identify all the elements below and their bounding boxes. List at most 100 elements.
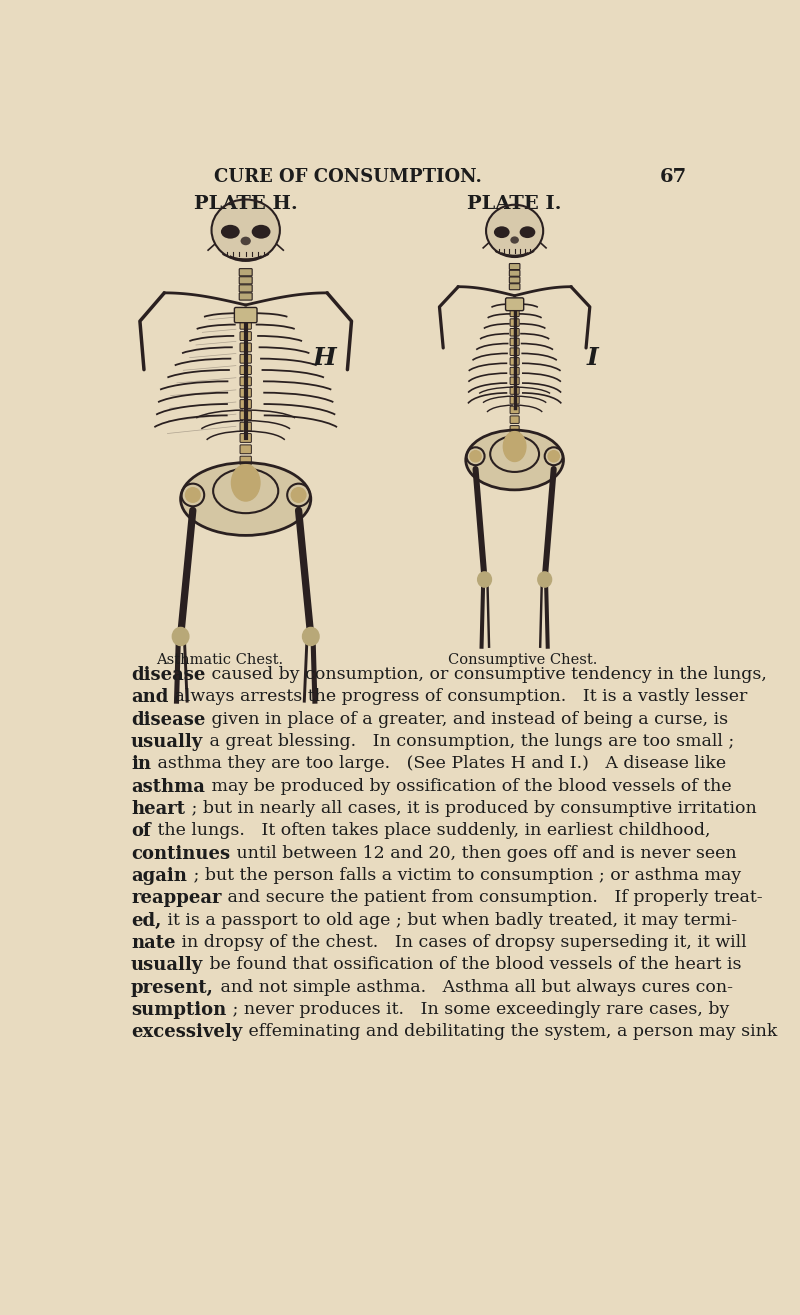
Ellipse shape xyxy=(173,627,189,646)
FancyBboxPatch shape xyxy=(240,456,251,466)
FancyBboxPatch shape xyxy=(510,338,519,346)
Text: a great blessing.   In consumption, the lungs are too small ;: a great blessing. In consumption, the lu… xyxy=(204,732,734,750)
Ellipse shape xyxy=(538,572,551,586)
FancyBboxPatch shape xyxy=(239,285,252,292)
Ellipse shape xyxy=(211,200,280,260)
FancyBboxPatch shape xyxy=(240,434,251,442)
FancyBboxPatch shape xyxy=(510,367,519,375)
Text: nate: nate xyxy=(131,934,175,952)
Ellipse shape xyxy=(466,430,563,490)
FancyBboxPatch shape xyxy=(240,366,251,375)
Text: ; but in nearly all cases, it is produced by consumptive irritation: ; but in nearly all cases, it is produce… xyxy=(186,800,757,817)
FancyBboxPatch shape xyxy=(239,293,252,300)
Text: in: in xyxy=(131,755,151,773)
FancyBboxPatch shape xyxy=(510,300,519,306)
FancyBboxPatch shape xyxy=(234,308,257,322)
Text: PLATE I.: PLATE I. xyxy=(467,195,562,213)
Text: always arrests the progress of consumption.   It is a vastly lesser: always arrests the progress of consumpti… xyxy=(169,688,747,705)
Text: ; but the person falls a victim to consumption ; or asthma may: ; but the person falls a victim to consu… xyxy=(188,867,741,884)
Ellipse shape xyxy=(503,431,526,462)
FancyBboxPatch shape xyxy=(240,400,251,409)
FancyBboxPatch shape xyxy=(240,309,251,318)
Ellipse shape xyxy=(291,488,306,502)
Text: given in place of a greater, and instead of being a curse, is: given in place of a greater, and instead… xyxy=(206,710,728,727)
FancyBboxPatch shape xyxy=(510,318,519,326)
Ellipse shape xyxy=(302,627,319,646)
Text: Asthmatic Chest.: Asthmatic Chest. xyxy=(157,654,284,667)
Text: sumption: sumption xyxy=(131,1001,226,1019)
FancyBboxPatch shape xyxy=(510,387,519,394)
Ellipse shape xyxy=(510,237,519,243)
FancyBboxPatch shape xyxy=(239,268,252,276)
FancyBboxPatch shape xyxy=(510,309,519,317)
FancyBboxPatch shape xyxy=(510,426,519,433)
Text: present,: present, xyxy=(131,978,214,997)
Text: the lungs.   It often takes place suddenly, in earliest childhood,: the lungs. It often takes place suddenly… xyxy=(151,822,710,839)
FancyBboxPatch shape xyxy=(510,271,520,276)
Text: caused by consumption, or consumptive tendency in the lungs,: caused by consumption, or consumptive te… xyxy=(206,665,767,682)
Text: asthma: asthma xyxy=(131,777,205,796)
Ellipse shape xyxy=(231,464,260,501)
Text: usually: usually xyxy=(131,732,203,751)
FancyBboxPatch shape xyxy=(240,354,251,363)
Text: Consumptive Chest.: Consumptive Chest. xyxy=(448,654,597,667)
Text: again: again xyxy=(131,867,187,885)
Ellipse shape xyxy=(520,226,535,238)
Text: effeminating and debilitating the system, a person may sink: effeminating and debilitating the system… xyxy=(243,1023,778,1040)
FancyBboxPatch shape xyxy=(240,388,251,397)
Text: may be produced by ossification of the blood vessels of the: may be produced by ossification of the b… xyxy=(206,777,731,794)
Text: excessively: excessively xyxy=(131,1023,242,1041)
FancyBboxPatch shape xyxy=(510,329,519,337)
Ellipse shape xyxy=(221,225,240,238)
FancyBboxPatch shape xyxy=(240,410,251,419)
Text: of: of xyxy=(131,822,150,840)
Ellipse shape xyxy=(470,451,481,462)
Text: heart: heart xyxy=(131,800,185,818)
FancyBboxPatch shape xyxy=(510,284,520,289)
FancyBboxPatch shape xyxy=(510,435,519,443)
Text: ed,: ed, xyxy=(131,911,162,930)
Text: I: I xyxy=(586,346,598,370)
FancyBboxPatch shape xyxy=(240,343,251,352)
Ellipse shape xyxy=(478,572,491,586)
Text: ; never produces it.   In some exceedingly rare cases, by: ; never produces it. In some exceedingly… xyxy=(227,1001,730,1018)
Text: usually: usually xyxy=(131,956,203,974)
FancyBboxPatch shape xyxy=(510,406,519,414)
Ellipse shape xyxy=(252,225,270,238)
FancyBboxPatch shape xyxy=(506,299,524,310)
Text: until between 12 and 20, then goes off and is never seen: until between 12 and 20, then goes off a… xyxy=(231,844,737,861)
Text: H: H xyxy=(313,346,337,370)
Text: disease: disease xyxy=(131,710,206,729)
FancyBboxPatch shape xyxy=(240,479,251,488)
Text: it is a passport to old age ; but when badly treated, it may termi-: it is a passport to old age ; but when b… xyxy=(162,911,738,928)
Text: and: and xyxy=(131,688,168,706)
Text: be found that ossification of the blood vessels of the heart is: be found that ossification of the blood … xyxy=(204,956,742,973)
FancyBboxPatch shape xyxy=(510,377,519,384)
Text: 67: 67 xyxy=(660,168,687,185)
Text: and secure the patient from consumption.   If properly treat-: and secure the patient from consumption.… xyxy=(222,889,763,906)
Text: disease: disease xyxy=(131,665,206,684)
Ellipse shape xyxy=(486,205,543,256)
Text: and not simple asthma.   Asthma all but always cures con-: and not simple asthma. Asthma all but al… xyxy=(214,978,733,995)
FancyBboxPatch shape xyxy=(510,263,520,270)
FancyBboxPatch shape xyxy=(510,416,519,423)
Ellipse shape xyxy=(186,488,200,502)
FancyBboxPatch shape xyxy=(510,358,519,366)
Text: PLATE H.: PLATE H. xyxy=(194,195,298,213)
FancyBboxPatch shape xyxy=(240,444,251,454)
FancyBboxPatch shape xyxy=(510,277,520,283)
Text: reappear: reappear xyxy=(131,889,222,907)
FancyBboxPatch shape xyxy=(240,331,251,341)
Ellipse shape xyxy=(548,451,559,462)
Text: continues: continues xyxy=(131,844,230,863)
Ellipse shape xyxy=(494,226,510,238)
Text: CURE OF CONSUMPTION.: CURE OF CONSUMPTION. xyxy=(214,168,482,185)
FancyBboxPatch shape xyxy=(510,397,519,404)
Ellipse shape xyxy=(181,463,310,535)
FancyBboxPatch shape xyxy=(240,377,251,385)
FancyBboxPatch shape xyxy=(510,348,519,355)
FancyBboxPatch shape xyxy=(240,422,251,431)
Ellipse shape xyxy=(241,237,251,245)
Text: asthma they are too large.   (See Plates H and I.)   A disease like: asthma they are too large. (See Plates H… xyxy=(152,755,726,772)
FancyBboxPatch shape xyxy=(240,321,251,329)
